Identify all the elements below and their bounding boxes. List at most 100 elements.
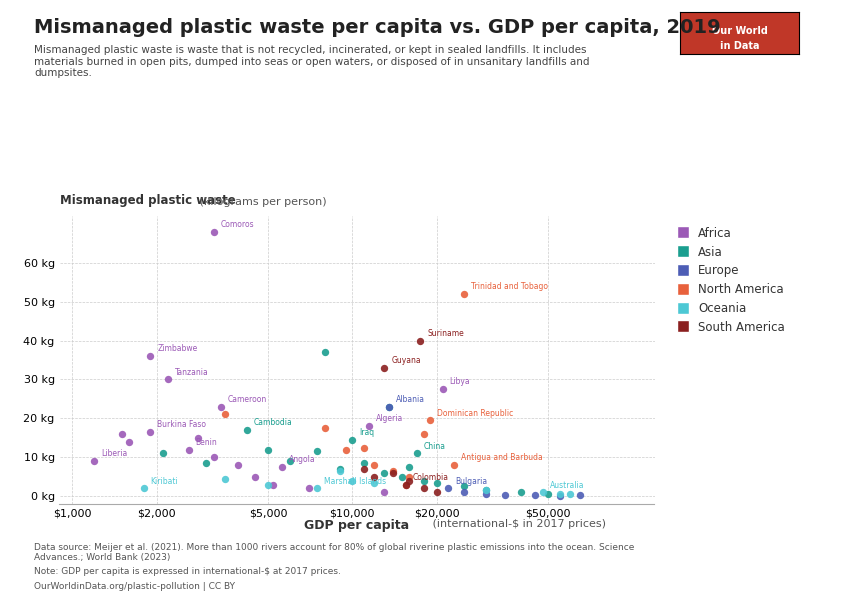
Point	[417, 484, 431, 493]
Point	[357, 443, 371, 452]
Point	[190, 433, 204, 443]
Text: in Data: in Data	[720, 41, 759, 50]
Text: Albania: Albania	[396, 395, 425, 404]
Point	[382, 402, 395, 412]
Point	[266, 480, 280, 490]
Text: Zimbabwe: Zimbabwe	[157, 344, 197, 353]
Point	[115, 429, 128, 439]
Point	[88, 457, 101, 466]
Legend: Africa, Asia, Europe, North America, Oceania, South America: Africa, Asia, Europe, North America, Oce…	[672, 222, 790, 339]
Text: Libya: Libya	[450, 377, 470, 386]
Text: GDP per capita: GDP per capita	[304, 519, 410, 532]
Text: Tanzania: Tanzania	[175, 368, 209, 377]
Point	[403, 476, 416, 485]
Point	[156, 449, 169, 458]
Text: (international-$ in 2017 prices): (international-$ in 2017 prices)	[429, 519, 606, 529]
Point	[436, 385, 450, 394]
Text: Data source: Meijer et al. (2021). More than 1000 rivers account for 80% of glob: Data source: Meijer et al. (2021). More …	[34, 543, 634, 562]
Point	[162, 374, 175, 384]
Text: Mismanaged plastic waste: Mismanaged plastic waste	[60, 194, 235, 207]
Text: Mismanaged plastic waste is waste that is not recycled, incinerated, or kept in : Mismanaged plastic waste is waste that i…	[34, 45, 590, 78]
Point	[552, 490, 566, 499]
Text: Burkina Faso: Burkina Faso	[157, 420, 207, 429]
Point	[302, 484, 315, 493]
Point	[457, 482, 471, 491]
Point	[332, 466, 346, 476]
Text: Bulgaria: Bulgaria	[455, 476, 487, 485]
Point	[423, 416, 437, 425]
Point	[514, 488, 528, 497]
Point	[417, 476, 431, 485]
Point	[345, 435, 359, 445]
FancyBboxPatch shape	[680, 12, 799, 54]
Point	[414, 336, 428, 346]
Point	[457, 488, 471, 497]
Point	[498, 490, 512, 500]
Point	[207, 452, 220, 462]
Text: Trinidad and Tobago: Trinidad and Tobago	[471, 282, 547, 291]
Point	[231, 460, 245, 470]
Point	[368, 472, 382, 482]
Text: Antigua and Barbuda: Antigua and Barbuda	[461, 454, 542, 463]
Point	[214, 402, 228, 412]
Point	[387, 466, 400, 476]
Point	[529, 491, 542, 500]
Text: Note: GDP per capita is expressed in international-$ at 2017 prices.: Note: GDP per capita is expressed in int…	[34, 567, 341, 576]
Point	[447, 460, 461, 470]
Text: Benin: Benin	[196, 438, 218, 447]
Text: Guyana: Guyana	[391, 356, 421, 365]
Point	[479, 485, 493, 495]
Point	[368, 478, 382, 487]
Point	[430, 478, 444, 487]
Point	[137, 484, 150, 493]
Point	[403, 472, 416, 482]
Point	[564, 490, 577, 499]
Point	[199, 458, 212, 468]
Point	[319, 424, 332, 433]
Text: Dominican Republic: Dominican Republic	[437, 409, 513, 418]
Point	[283, 457, 297, 466]
Point	[410, 449, 423, 458]
Text: Suriname: Suriname	[428, 329, 464, 338]
Text: Our World: Our World	[711, 26, 768, 36]
Point	[240, 425, 253, 435]
Point	[207, 227, 220, 236]
Point	[368, 460, 382, 470]
Point	[261, 480, 275, 490]
Point	[218, 410, 231, 419]
Point	[362, 421, 376, 431]
Point	[441, 484, 455, 493]
Text: OurWorldinData.org/plastic-pollution | CC BY: OurWorldinData.org/plastic-pollution | C…	[34, 582, 235, 591]
Point	[357, 464, 371, 474]
Point	[552, 491, 566, 500]
Point	[536, 488, 550, 497]
Point	[377, 468, 391, 478]
Point	[382, 402, 395, 412]
Text: Kiribati: Kiribati	[150, 476, 178, 485]
Point	[430, 488, 444, 497]
Point	[395, 472, 409, 482]
Text: China: China	[424, 442, 445, 451]
Point	[310, 446, 324, 456]
Point	[399, 480, 412, 490]
Point	[573, 491, 586, 500]
Point	[261, 445, 275, 454]
Point	[417, 429, 431, 439]
Text: Iraq: Iraq	[360, 428, 374, 437]
Text: Cambodia: Cambodia	[254, 418, 292, 427]
Point	[479, 490, 493, 499]
Point	[218, 474, 231, 484]
Point	[377, 363, 391, 373]
Point	[332, 464, 346, 474]
Point	[339, 445, 353, 454]
Text: Colombia: Colombia	[412, 473, 449, 482]
Point	[182, 445, 196, 454]
Text: Angola: Angola	[289, 455, 315, 464]
Point	[357, 458, 371, 468]
Text: Comoros: Comoros	[221, 220, 254, 229]
Point	[248, 472, 262, 482]
Point	[387, 468, 400, 478]
Point	[310, 484, 324, 493]
Point	[122, 437, 136, 446]
Point	[457, 289, 471, 299]
